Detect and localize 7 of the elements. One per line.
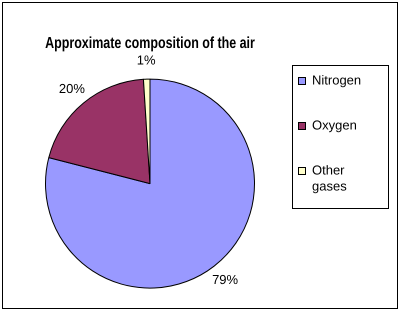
legend-label: Other gases: [312, 162, 348, 194]
data-label: 79%: [212, 272, 239, 287]
legend-label: Nitrogen: [312, 72, 362, 88]
data-label: 20%: [58, 80, 86, 96]
legend-label: Oxygen: [312, 118, 357, 133]
chart-title: Approximate composition of the air: [45, 34, 256, 52]
data-label: 1%: [136, 52, 156, 68]
